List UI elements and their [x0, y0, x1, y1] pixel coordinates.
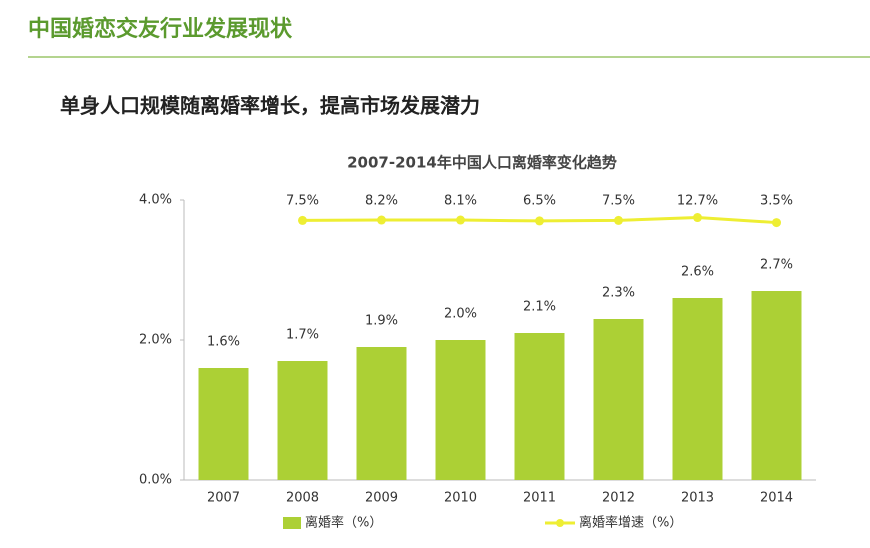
line-point	[535, 216, 544, 226]
chart-title: 2007-2014年中国人口离婚率变化趋势	[347, 154, 617, 172]
legend-swatch	[283, 517, 301, 529]
line-value-label: 7.5%	[602, 194, 635, 209]
bar-value-label: 1.9%	[365, 314, 398, 329]
bar-value-label: 1.7%	[286, 328, 319, 343]
bar	[751, 291, 802, 480]
x-tick-label: 2009	[365, 491, 398, 506]
bar-value-label: 2.6%	[681, 265, 714, 280]
y-tick-label: 0.0%	[139, 473, 172, 488]
bar	[198, 368, 249, 480]
bar	[672, 298, 723, 480]
page-title: 中国婚恋交友行业发展现状	[28, 16, 293, 42]
y-tick-label: 4.0%	[139, 193, 172, 208]
line-value-label: 6.5%	[523, 194, 556, 209]
subtitle: 单身人口规模随离婚率增长，提高市场发展潜力	[60, 94, 480, 118]
x-tick-label: 2013	[681, 491, 714, 506]
line-point	[772, 218, 781, 228]
bar	[356, 347, 407, 480]
bar-value-label: 2.1%	[523, 300, 556, 315]
bar-value-label: 1.6%	[207, 335, 240, 350]
line-value-label: 8.1%	[444, 194, 477, 209]
y-tick-label: 2.0%	[139, 333, 172, 348]
x-tick-label: 2014	[760, 491, 793, 506]
legend-label: 离婚率（%）	[305, 515, 382, 531]
x-tick-label: 2011	[523, 491, 556, 506]
line-value-label: 12.7%	[677, 194, 718, 209]
line-point	[298, 215, 307, 225]
line-value-label: 8.2%	[365, 194, 398, 209]
line-point	[693, 213, 702, 223]
bar	[593, 319, 644, 480]
bar-value-label: 2.0%	[444, 307, 477, 322]
legend-swatch-dot	[556, 519, 564, 527]
line-value-label: 7.5%	[286, 194, 319, 209]
line-point	[614, 215, 623, 225]
bar-value-label: 2.7%	[760, 258, 793, 273]
line-point	[377, 215, 386, 225]
legend-label: 离婚率增速（%）	[579, 515, 682, 531]
x-tick-label: 2007	[207, 491, 240, 506]
bar-value-label: 2.3%	[602, 286, 635, 301]
x-tick-label: 2012	[602, 491, 635, 506]
bar	[435, 340, 486, 480]
line-value-label: 3.5%	[760, 194, 793, 209]
line-point	[456, 215, 465, 225]
x-tick-label: 2008	[286, 491, 319, 506]
x-tick-label: 2010	[444, 491, 477, 506]
bar	[514, 333, 565, 480]
bar	[277, 361, 328, 480]
